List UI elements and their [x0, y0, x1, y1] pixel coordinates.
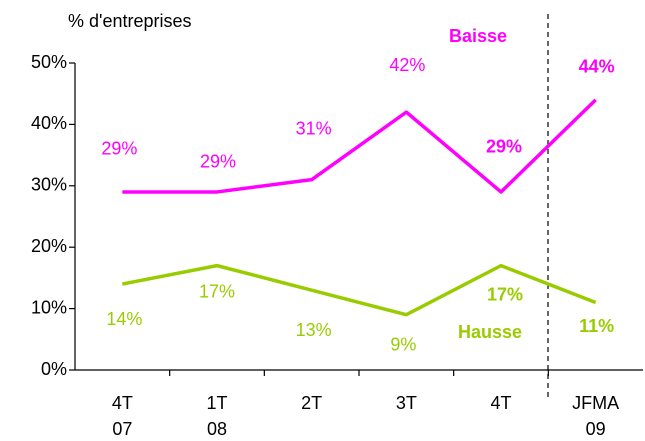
value-label: 29% — [200, 152, 236, 172]
x-tick-label: 1T 08 — [206, 393, 228, 439]
x-tick-label: 4T — [490, 393, 512, 413]
value-label: 11% — [579, 316, 614, 336]
value-label: 9% — [390, 334, 416, 354]
series-name: Hausse — [458, 322, 522, 342]
line — [121, 263, 597, 317]
y-tick-label: 20% — [31, 236, 67, 256]
value-label: 29% — [486, 137, 522, 157]
x-tick-label: JFMA 09 — [572, 393, 620, 439]
series-name: Baisse — [449, 26, 507, 46]
value-label: 29% — [101, 139, 137, 159]
line — [122, 98, 597, 194]
y-tick-label: 0% — [41, 359, 67, 379]
y-tick-label: 30% — [31, 175, 67, 195]
value-label: 31% — [296, 118, 332, 138]
value-label: 44% — [579, 57, 615, 77]
value-label: 14% — [106, 309, 142, 329]
y-tick-label: 40% — [31, 113, 67, 133]
x-tick-label: 2T — [301, 393, 323, 413]
value-label: 42% — [389, 55, 425, 75]
value-label: 13% — [296, 320, 332, 340]
y-tick-label: 10% — [31, 297, 67, 317]
y-tick-label: 50% — [31, 52, 67, 72]
x-tick-label: 4T 07 — [111, 393, 133, 439]
value-label: 17% — [487, 284, 523, 304]
value-label: 17% — [199, 281, 235, 301]
y-axis-label: % d'entreprises — [68, 11, 192, 31]
x-tick-label: 3T — [395, 393, 417, 413]
